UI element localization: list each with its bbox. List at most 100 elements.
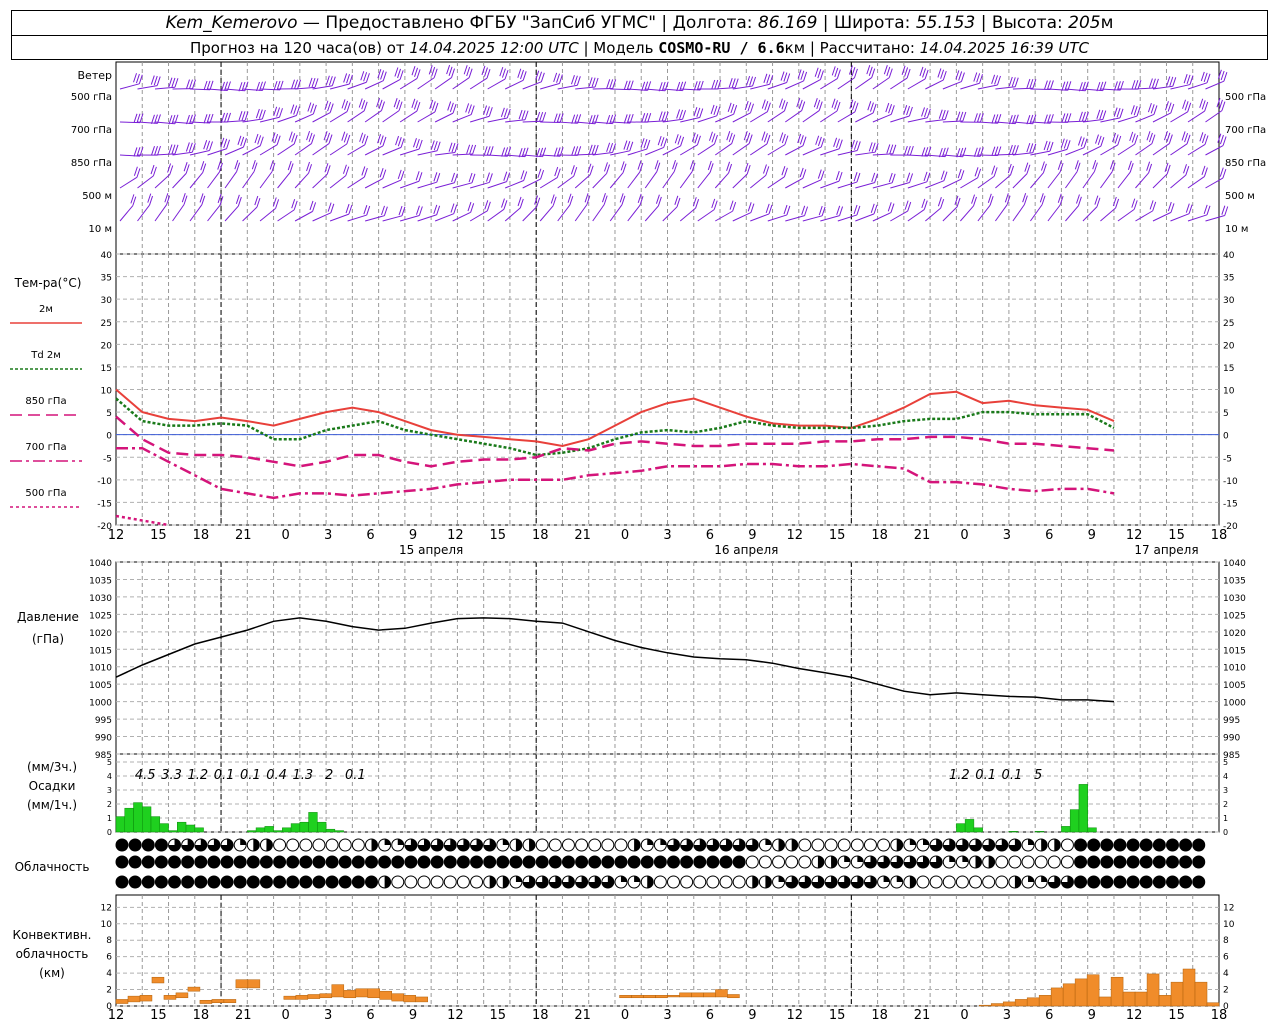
- wind-barb-feather: [393, 98, 398, 108]
- wind-barb: [119, 113, 144, 124]
- wind-barb-feather: [203, 80, 208, 91]
- wind-barb-shaft: [820, 78, 838, 90]
- wind-barb-feather: [926, 172, 931, 182]
- wind-barb-feather: [870, 203, 875, 213]
- wind-barb-shaft: [259, 171, 273, 189]
- cloud-circle: [168, 875, 182, 889]
- wind-barb-feather: [973, 147, 978, 157]
- wind-barb: [312, 75, 336, 90]
- wind-barb-shaft: [855, 112, 874, 123]
- wind-barb-shaft: [942, 178, 962, 189]
- wind-barb-feather: [556, 113, 561, 123]
- wind-barb-feather: [833, 137, 838, 147]
- wind-barb-feather: [1100, 137, 1105, 147]
- wind-barb-feather: [325, 75, 330, 85]
- wind-barb-feather: [606, 79, 611, 89]
- wind-barb-shaft: [732, 212, 752, 222]
- wind-barb-shaft: [259, 208, 276, 222]
- wind-barb: [820, 205, 844, 222]
- conv-bar: [1134, 991, 1148, 1007]
- cloud-fill: [982, 839, 995, 851]
- wind-barb-shaft: [1135, 143, 1153, 156]
- wind-barb-shaft: [277, 172, 291, 189]
- wind-barb-feather: [903, 145, 908, 156]
- wind-barb-feather: [619, 193, 624, 203]
- wind-barb-feather: [780, 71, 785, 81]
- wind-barb-feather: [149, 195, 154, 206]
- wind-barb-shaft: [1205, 110, 1223, 123]
- wind-barb-shaft: [925, 180, 945, 189]
- cloud-cover-symbol: [811, 838, 825, 852]
- wind-barb-feather: [186, 114, 190, 125]
- wind-barb: [259, 160, 276, 189]
- conv-bar: [163, 995, 177, 1000]
- wind-barb: [802, 135, 825, 156]
- wind-barb-shaft: [942, 81, 962, 90]
- wind-barb-shaft: [1117, 208, 1135, 222]
- wind-barb-feather: [606, 164, 611, 174]
- cloud-cover-symbol: [430, 838, 444, 852]
- wind-barb-shaft: [820, 180, 840, 189]
- cloud-cover-symbol: [758, 838, 772, 852]
- wind-barb: [154, 193, 171, 222]
- temp-y-tick-right: 30: [1223, 296, 1235, 306]
- wind-barb-feather: [885, 102, 890, 113]
- cloud-cover-symbol: [942, 838, 956, 852]
- wind-barb-feather: [188, 114, 193, 124]
- conv-bar: [307, 994, 321, 999]
- cloud-fill: [930, 856, 943, 868]
- precip-bar: [124, 807, 134, 833]
- wind-barb-shaft: [137, 175, 154, 189]
- wind-barb-feather: [626, 141, 631, 151]
- wind-barb: [329, 99, 351, 123]
- wind-barb: [732, 202, 755, 222]
- cloud-cover-symbol: [1087, 875, 1101, 889]
- wind-barb-feather: [839, 206, 844, 216]
- cloud-circle: [1021, 855, 1035, 869]
- wind-barb-feather: [221, 81, 225, 92]
- wind-barb-feather: [1029, 143, 1034, 153]
- cloud-circle: [246, 875, 260, 889]
- wind-barb-shaft: [872, 113, 892, 123]
- wind-barb: [1100, 132, 1122, 156]
- wind-barb-feather: [646, 139, 651, 150]
- wind-barb: [1082, 160, 1098, 189]
- conv-bar: [1206, 1002, 1220, 1007]
- wind-barb: [820, 98, 841, 123]
- precip-bar: [290, 823, 301, 833]
- wind-barb-shaft: [732, 112, 751, 123]
- precip-y-tick-right: 0: [1223, 828, 1228, 837]
- wind-barb-feather: [766, 74, 771, 84]
- conv-bar: [691, 992, 704, 998]
- wind-barb: [662, 160, 678, 189]
- wind-barb-feather: [850, 139, 855, 150]
- wind-barb-shaft: [382, 215, 403, 222]
- wind-barb: [504, 170, 528, 189]
- axis-labels: 1212151518182121003366991212151518182121…: [10, 92, 1266, 1023]
- precip-bar: [142, 806, 152, 833]
- wind-barb: [487, 66, 509, 90]
- wind-barb: [382, 67, 404, 90]
- conv-bar: [1038, 995, 1052, 1007]
- wind-barb-feather: [906, 68, 911, 79]
- cloud-fill: [798, 876, 811, 888]
- cloud-circle: [246, 855, 260, 869]
- wind-barb-feather: [621, 195, 626, 205]
- wind-barb-feather: [783, 167, 788, 177]
- wind-barb-feather: [1043, 80, 1048, 90]
- wind-barb: [224, 194, 242, 222]
- cloud-circle: [1060, 838, 1074, 852]
- conv-y-tick-right: 10: [1223, 920, 1235, 930]
- wind-barb: [1082, 134, 1105, 156]
- wind-barb-feather: [468, 172, 473, 183]
- wind-barb: [294, 161, 313, 189]
- pressure-y-tick-right: 1000: [1223, 699, 1246, 709]
- wind-barb-feather: [901, 65, 906, 75]
- wind-barb-feather: [504, 147, 509, 157]
- time-tick-label-bottom: 12: [447, 1008, 464, 1023]
- wind-barb-feather: [594, 144, 599, 155]
- cloud-cover-symbol: [640, 838, 654, 852]
- wind-barb-feather: [361, 100, 366, 110]
- wind-barb-feather: [307, 102, 312, 112]
- cloud-cover-symbol: [220, 838, 234, 852]
